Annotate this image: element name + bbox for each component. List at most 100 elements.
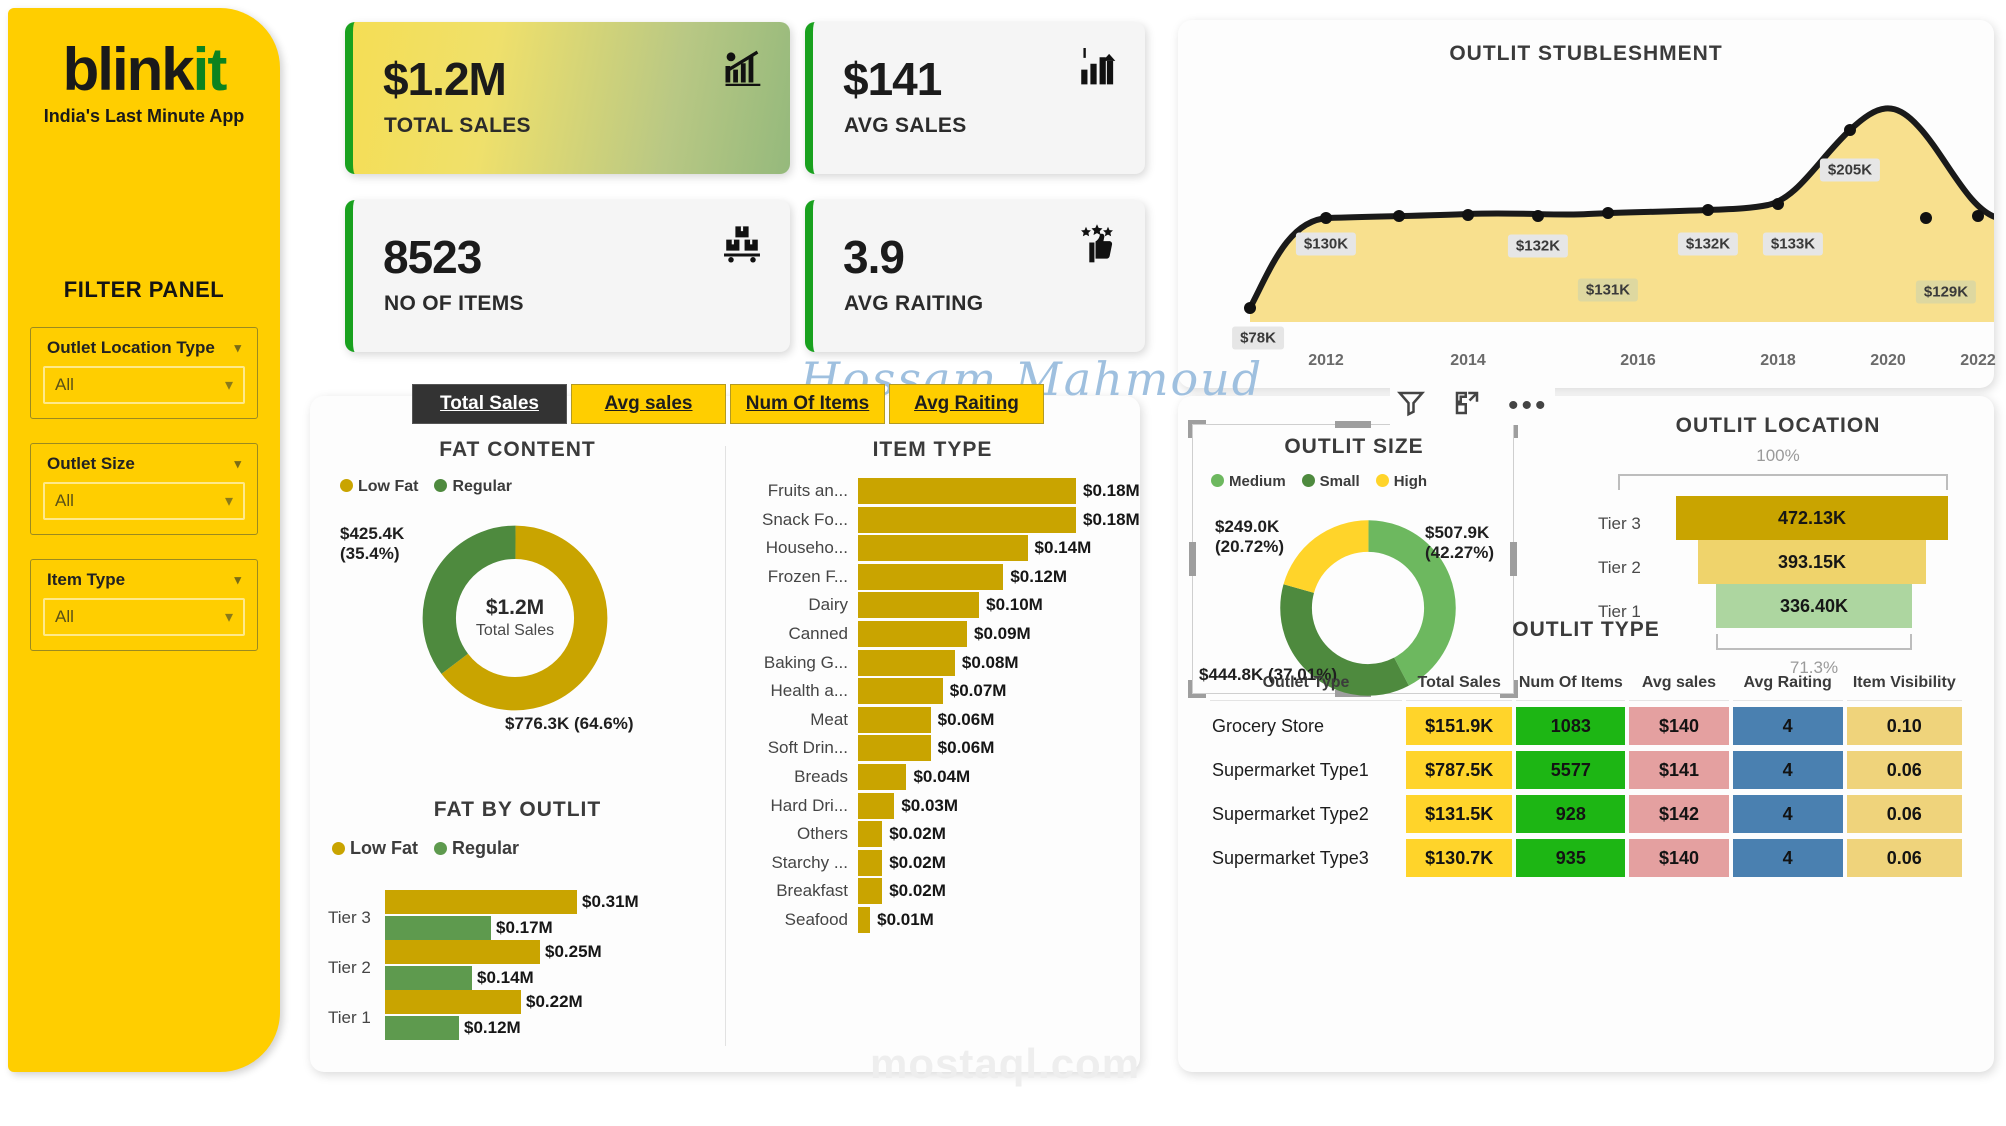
- kpi-card-total-sales[interactable]: $1.2M TOTAL SALES: [345, 22, 790, 174]
- chevron-down-icon[interactable]: ▾: [234, 572, 241, 587]
- legend-item-regular[interactable]: Regular: [434, 478, 512, 496]
- th-avg-raiting[interactable]: Avg Raiting: [1732, 674, 1843, 701]
- slicer-dropdown[interactable]: All ▾: [43, 366, 245, 404]
- item-type-row[interactable]: Breakfast $0.02M: [740, 878, 946, 905]
- chevron-down-icon[interactable]: ▾: [224, 493, 233, 510]
- item-type-bar[interactable]: [858, 849, 883, 876]
- bar-regular-tier-1[interactable]: [385, 1016, 459, 1040]
- bar-regular-tier-3[interactable]: [385, 916, 491, 940]
- chevron-down-icon[interactable]: ▾: [234, 340, 241, 355]
- resize-handle-top-left[interactable]: [1188, 420, 1206, 438]
- legend-item-medium[interactable]: Medium: [1211, 473, 1286, 490]
- item-type-bar[interactable]: [858, 563, 1004, 590]
- item-type-bar-value: $0.03M: [901, 795, 959, 815]
- bar-outlit-location-tier-2[interactable]: 393.15K: [1698, 540, 1926, 584]
- item-type-bar[interactable]: [858, 821, 883, 848]
- th-outlet-type[interactable]: Outlet Type: [1210, 674, 1402, 701]
- table-row[interactable]: Grocery Store $151.9K 1083 $140 4 0.10: [1210, 707, 1962, 745]
- outlit-type-table[interactable]: Outlet Type Total Sales Num Of Items Avg…: [1206, 668, 1966, 883]
- item-type-row[interactable]: Snack Fo... $0.18M: [740, 506, 1140, 533]
- focus-mode-icon[interactable]: [1452, 388, 1482, 423]
- slicer-outlet-size[interactable]: Outlet Size ▾ All ▾: [30, 443, 258, 535]
- slicer-dropdown[interactable]: All ▾: [43, 598, 245, 636]
- outlit-size-donut[interactable]: [1273, 513, 1463, 703]
- item-type-row[interactable]: Dairy $0.10M: [740, 592, 1043, 619]
- th-num-of-items[interactable]: Num Of Items: [1516, 674, 1626, 701]
- table-row[interactable]: Supermarket Type2 $131.5K 928 $142 4 0.06: [1210, 795, 1962, 833]
- item-type-bar[interactable]: [858, 735, 931, 762]
- item-type-bar[interactable]: [858, 706, 931, 733]
- slicer-header[interactable]: Item Type ▾: [43, 570, 245, 598]
- resize-handle-top[interactable]: [1335, 421, 1371, 428]
- bar-low-fat-tier-3[interactable]: [385, 890, 577, 914]
- th-total-sales[interactable]: Total Sales: [1405, 674, 1513, 701]
- kpi-card-avg-raiting[interactable]: 3.9 AVG RAITING: [805, 200, 1145, 352]
- item-type-row[interactable]: Hard Dri... $0.03M: [740, 792, 959, 819]
- resize-handle-right[interactable]: [1510, 542, 1517, 576]
- bar-outlit-location-tier-3[interactable]: 472.13K: [1676, 496, 1948, 540]
- item-type-row[interactable]: Baking G... $0.08M: [740, 649, 1019, 676]
- more-options-icon[interactable]: •••: [1508, 388, 1549, 422]
- bar-low-fat-tier-2[interactable]: [385, 940, 540, 964]
- item-type-row[interactable]: Breads $0.04M: [740, 764, 970, 790]
- item-type-bar[interactable]: [858, 678, 943, 705]
- item-type-bar[interactable]: [858, 907, 871, 933]
- tab-total-sales[interactable]: Total Sales: [412, 384, 567, 424]
- item-type-row[interactable]: Frozen F... $0.12M: [740, 563, 1067, 590]
- item-type-bar[interactable]: [858, 506, 1076, 533]
- item-type-row[interactable]: Others $0.02M: [740, 821, 946, 848]
- chevron-down-icon[interactable]: ▾: [234, 456, 241, 471]
- item-type-bar[interactable]: [858, 878, 883, 905]
- item-type-row[interactable]: Canned $0.09M: [740, 621, 1031, 647]
- legend-item-regular[interactable]: Regular: [434, 838, 519, 859]
- bar-low-fat-tier-1[interactable]: [385, 990, 521, 1014]
- blinkit-logo: blinkit: [8, 40, 280, 100]
- tab-num-of-items[interactable]: Num Of Items: [730, 384, 885, 424]
- filter-icon[interactable]: [1396, 388, 1426, 423]
- legend-item-low-fat[interactable]: Low Fat: [332, 838, 418, 859]
- item-type-bar[interactable]: [858, 764, 907, 790]
- legend-item-small[interactable]: Small: [1301, 473, 1360, 490]
- item-type-bar[interactable]: [858, 592, 980, 619]
- kpi-card-avg-sales[interactable]: $141 AVG SALES: [805, 22, 1145, 174]
- slicer-dropdown[interactable]: All ▾: [43, 482, 245, 520]
- legend-item-low-fat[interactable]: Low Fat: [340, 478, 418, 496]
- th-avg-sales[interactable]: Avg sales: [1629, 674, 1729, 701]
- resize-handle-left[interactable]: [1189, 542, 1196, 576]
- item-type-row[interactable]: Seafood $0.01M: [740, 907, 934, 933]
- item-type-bar[interactable]: [858, 535, 1028, 562]
- tab-avg-raiting[interactable]: Avg Raiting: [889, 384, 1044, 424]
- resize-handle-bottom-right[interactable]: [1500, 680, 1518, 698]
- tab-avg-sales[interactable]: Avg sales: [571, 384, 726, 424]
- item-type-row[interactable]: Soft Drin... $0.06M: [740, 735, 994, 762]
- item-type-row[interactable]: Health a... $0.07M: [740, 678, 1006, 705]
- kpi-value: 8523: [383, 231, 482, 283]
- measure-tab-bar[interactable]: Total Sales Avg sales Num Of Items Avg R…: [412, 384, 1044, 424]
- fat-content-donut[interactable]: [415, 518, 615, 718]
- table-row[interactable]: Supermarket Type3 $130.7K 935 $140 4 0.06: [1210, 839, 1962, 877]
- resize-handle-bottom-left[interactable]: [1188, 680, 1206, 698]
- item-type-bar[interactable]: [858, 649, 955, 676]
- item-type-bar[interactable]: [858, 792, 895, 819]
- bar-regular-tier-2[interactable]: [385, 966, 472, 990]
- item-type-row[interactable]: Fruits an... $0.18M: [740, 478, 1140, 504]
- item-type-bar[interactable]: [858, 621, 967, 647]
- legend-item-high[interactable]: High: [1375, 473, 1427, 490]
- item-type-row[interactable]: Starchy ... $0.02M: [740, 849, 946, 876]
- item-type-row[interactable]: Meat $0.06M: [740, 706, 994, 733]
- visual-toolbar[interactable]: •••: [1390, 386, 1555, 425]
- item-type-bar[interactable]: [858, 478, 1076, 504]
- table-row[interactable]: Supermarket Type1 $787.5K 5577 $141 4 0.06: [1210, 751, 1962, 789]
- slicer-item-type[interactable]: Item Type ▾ All ▾: [30, 559, 258, 651]
- outlit-stubleshment-panel[interactable]: OUTLIT STUBLESHMENT $78K $130K $132K $13…: [1178, 20, 1996, 388]
- selection-frame-outlit-size[interactable]: OUTLIT SIZE Medium Small High $249.0K (2…: [1188, 420, 1518, 698]
- slicer-header[interactable]: Outlet Location Type ▾: [43, 338, 245, 366]
- chevron-down-icon[interactable]: ▾: [224, 377, 233, 394]
- bar-outlit-location-tier-1[interactable]: 336.40K: [1716, 584, 1912, 628]
- kpi-card-no-of-items[interactable]: 8523 NO OF ITEMS: [345, 200, 790, 352]
- th-item-visibility[interactable]: Item Visibility: [1846, 674, 1962, 701]
- item-type-row[interactable]: Househo... $0.14M: [740, 535, 1091, 562]
- slicer-header[interactable]: Outlet Size ▾: [43, 454, 245, 482]
- chevron-down-icon[interactable]: ▾: [224, 609, 233, 626]
- slicer-outlet-location-type[interactable]: Outlet Location Type ▾ All ▾: [30, 327, 258, 419]
